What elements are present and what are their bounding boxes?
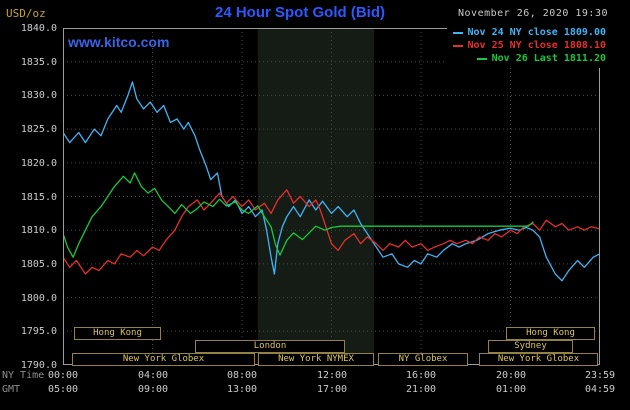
session-box-new-york-globex: New York Globex xyxy=(479,353,598,366)
session-box-ny-globex: NY Globex xyxy=(378,353,468,366)
kitco-watermark-link[interactable]: www.kitco.com xyxy=(68,34,170,50)
y-tick-label: 1790.0 xyxy=(20,360,57,371)
x-tick-ny-label: 16:00 xyxy=(405,370,437,381)
y-tick-label: 1830.0 xyxy=(20,90,57,101)
chart-title: 24 Hour Spot Gold (Bid) xyxy=(215,4,385,21)
y-tick-label: 1795.0 xyxy=(20,326,57,337)
plot-area xyxy=(63,28,600,365)
legend: Nov 24 NY close 1809.00 Nov 25 NY close 1… xyxy=(446,24,608,68)
session-box-new-york-globex: New York Globex xyxy=(72,353,255,366)
session-box-hong-kong: Hong Kong xyxy=(74,327,161,340)
legend-label: Nov 24 NY close 1809.00 xyxy=(467,27,606,38)
chart-timestamp: November 26, 2020 19:30 xyxy=(458,8,608,19)
y-tick-label: 1835.0 xyxy=(20,57,57,68)
y-axis-unit-label: USD/oz xyxy=(6,7,46,20)
price-line-nov26 xyxy=(63,172,534,258)
legend-label: Nov 26 Last 1811.20 xyxy=(491,53,606,64)
session-box-london: London xyxy=(195,340,345,353)
y-tick-label: 1810.0 xyxy=(20,225,57,236)
legend-item-nov24: Nov 24 NY close 1809.00 xyxy=(452,26,606,39)
x-tick-gmt-label: 09:00 xyxy=(137,384,169,395)
legend-item-nov26: Nov 26 Last 1811.20 xyxy=(453,52,606,65)
y-tick-label: 1800.0 xyxy=(20,293,57,304)
x-tick-gmt-label: 21:00 xyxy=(405,384,437,395)
x-tick-gmt-label: 17:00 xyxy=(316,384,348,395)
legend-line-swatch xyxy=(452,44,463,47)
y-tick-label: 1820.0 xyxy=(20,158,57,169)
session-box-sydney: Sydney xyxy=(488,340,573,353)
x-tick-ny-label: 20:00 xyxy=(495,370,527,381)
gmt-axis-label: GMT xyxy=(2,384,21,395)
y-tick-label: 1840.0 xyxy=(20,23,57,34)
x-tick-gmt-label: 13:00 xyxy=(226,384,258,395)
legend-line-swatch xyxy=(452,31,463,34)
session-box-new-york-nymex: New York NYMEX xyxy=(258,353,374,366)
price-line-nov25 xyxy=(63,189,600,275)
y-tick-label: 1815.0 xyxy=(20,192,57,203)
price-line-nov24 xyxy=(63,81,600,282)
x-tick-ny-label: 00:00 xyxy=(47,370,79,381)
x-tick-ny-label: 23:59 xyxy=(584,370,616,381)
ny-time-axis-label: NY Time xyxy=(2,370,45,381)
x-tick-gmt-label: 05:00 xyxy=(47,384,79,395)
x-tick-ny-label: 12:00 xyxy=(316,370,348,381)
y-tick-label: 1825.0 xyxy=(20,124,57,135)
x-tick-ny-label: 08:00 xyxy=(226,370,258,381)
y-tick-label: 1805.0 xyxy=(20,259,57,270)
x-tick-ny-label: 04:00 xyxy=(137,370,169,381)
session-box-hong-kong: Hong Kong xyxy=(506,327,595,340)
legend-item-nov25: Nov 25 NY close 1808.10 xyxy=(452,39,606,52)
legend-label: Nov 25 NY close 1808.10 xyxy=(467,40,606,51)
x-tick-gmt-label: 01:00 xyxy=(495,384,527,395)
legend-line-swatch xyxy=(476,57,487,60)
x-tick-gmt-label: 04:59 xyxy=(584,384,616,395)
